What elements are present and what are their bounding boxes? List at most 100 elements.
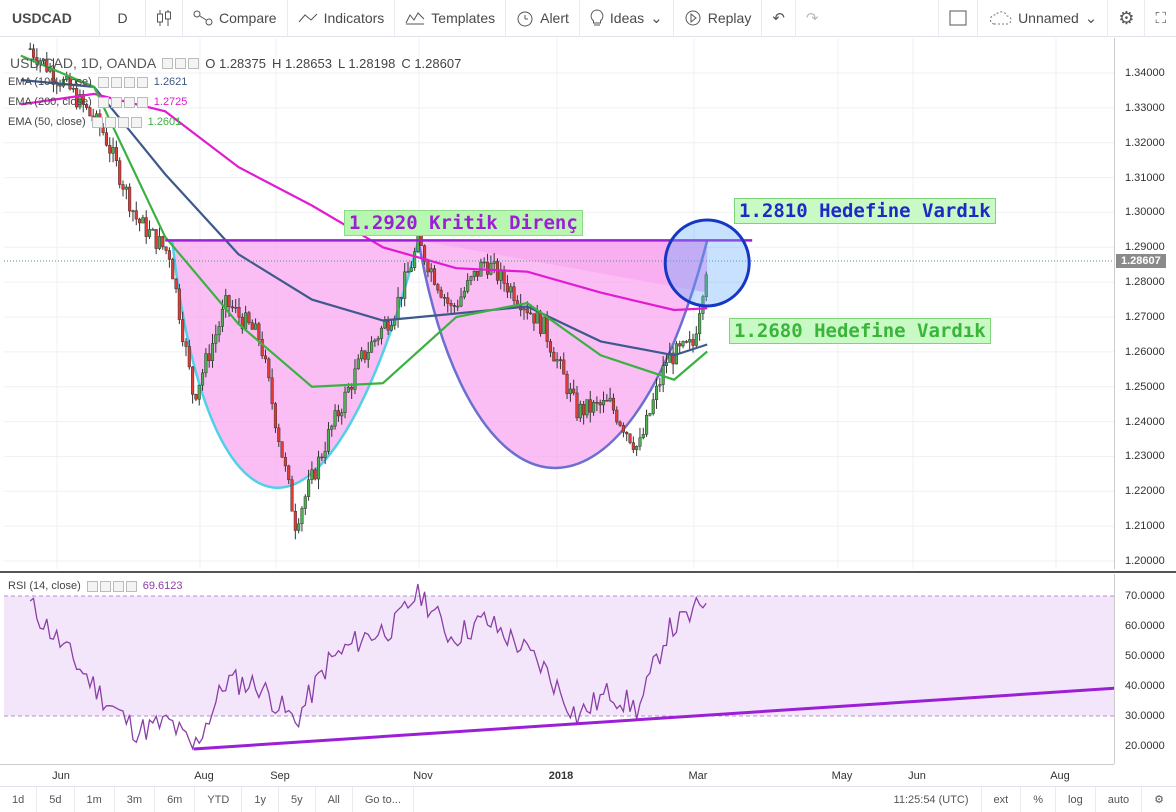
expand-icon: ⛶ (1155, 9, 1166, 27)
resistance-callout[interactable]: 1.2920 Kritik Direnç (344, 210, 583, 236)
goto-button[interactable]: Go to... (353, 786, 414, 812)
redo-button[interactable]: ↷ (796, 0, 829, 37)
target1-callout[interactable]: 1.2810 Hedefine Vardık (734, 198, 996, 224)
range-button[interactable]: 6m (155, 786, 196, 812)
rsi-axis[interactable]: 70.0000 60.0000 50.0000 40.0000 30.0000 20.00… (1114, 574, 1176, 764)
compare-icon (193, 10, 213, 26)
candle-body (595, 401, 599, 404)
candle-body (452, 305, 456, 307)
candle-body (611, 397, 616, 411)
legend-controls[interactable] (97, 96, 148, 108)
candle-body (316, 456, 321, 480)
candle-body (548, 341, 553, 353)
candle-body (78, 94, 82, 108)
candle-body (456, 305, 460, 308)
candle-body (257, 323, 261, 340)
legend-title: USD/CAD, 1D, OANDA (10, 55, 157, 71)
legend-controls[interactable] (91, 116, 142, 128)
time-tick-label: 2018 (548, 770, 574, 782)
percent-toggle[interactable]: % (1021, 786, 1057, 812)
candle-body (157, 236, 162, 249)
candle-body (108, 144, 112, 154)
candle-body (174, 278, 178, 290)
time-axis[interactable]: Jun Aug Sep Nov 2018 Mar May Jun Aug (0, 764, 1114, 786)
interval-button[interactable]: D (100, 0, 146, 37)
candle-body (200, 372, 205, 386)
rsi-pane[interactable]: RSI (14, close) 69.6123 (4, 574, 1114, 764)
candle-body (535, 311, 539, 324)
bottom-bar: 1d 5d 1m 3m 6m YTD 1y 5y All Go to... 11:25:54 (… (0, 786, 1176, 812)
symbol-search[interactable]: USDCAD (0, 0, 100, 37)
range-button[interactable]: 5y (279, 786, 316, 812)
chart-style-button[interactable] (146, 0, 183, 37)
target2-callout[interactable]: 1.2680 Hedefine Vardık (729, 318, 991, 344)
candle-body (631, 442, 635, 450)
ext-toggle[interactable]: ext (982, 786, 1022, 812)
price-axis[interactable]: 1.34000 1.33000 1.32000 1.31000 1.30000 1.290… (1114, 38, 1176, 569)
candle-body (210, 343, 215, 361)
candle-body (373, 339, 377, 343)
candle-body (485, 261, 490, 275)
price-tick-label: 1.33000 (1125, 101, 1165, 114)
range-button[interactable]: 1y (242, 786, 279, 812)
ema100-legend-label: EMA (100, close) (8, 76, 92, 88)
price-chart[interactable] (4, 38, 1114, 569)
range-button[interactable]: 5d (37, 786, 75, 812)
candle-body (575, 392, 579, 419)
rsi-tick-label: 30.0000 (1125, 710, 1165, 722)
range-button[interactable]: 1d (0, 786, 38, 812)
undo-button[interactable]: ↶ (762, 0, 796, 37)
compare-button[interactable]: Compare (183, 0, 288, 37)
layout-save-button[interactable]: Unnamed ⌄ (978, 0, 1109, 37)
candle-body (512, 286, 516, 301)
indicators-button[interactable]: Indicators (288, 0, 396, 37)
rsi-chart[interactable] (4, 574, 1114, 764)
candle-body (147, 229, 152, 237)
legend-controls[interactable] (86, 580, 137, 592)
candle-body (204, 353, 208, 374)
range-button[interactable]: 1m (75, 786, 115, 812)
range-button[interactable]: 3m (115, 786, 156, 812)
symbol-label: USDCAD (12, 10, 72, 26)
auto-toggle[interactable]: auto (1096, 786, 1143, 812)
candle-body (244, 312, 248, 330)
price-tick-label: 1.32000 (1125, 136, 1165, 149)
candle-body (164, 246, 168, 251)
candle-body (565, 373, 569, 395)
ideas-label: Ideas (609, 10, 645, 26)
templates-icon (405, 12, 425, 25)
symbol-legend: USD/CAD, 1D, OANDA O 1.28375 H 1.28653 L… (10, 55, 461, 71)
candle-body (389, 325, 393, 331)
candle-body (459, 296, 463, 307)
alert-button[interactable]: Alert (506, 0, 580, 37)
legend-controls[interactable] (162, 57, 200, 69)
replay-button[interactable]: Replay (674, 0, 763, 37)
rsi-tick-label: 50.0000 (1125, 650, 1165, 662)
price-tick-label: 1.25000 (1125, 380, 1165, 393)
range-button[interactable]: All (316, 786, 353, 812)
pane-divider[interactable] (0, 571, 1176, 573)
candle-body (134, 210, 138, 220)
more-button[interactable]: ⛶ (1145, 0, 1176, 37)
settings-icon[interactable]: ⚙ (1154, 793, 1164, 806)
bottom-right-group: 11:25:54 (UTC) ext % log auto ⚙ (882, 786, 1176, 812)
ideas-button[interactable]: Ideas ⌄ (580, 0, 674, 37)
price-tick-label: 1.27000 (1125, 311, 1165, 323)
candle-body (413, 251, 417, 268)
candle-body (684, 341, 688, 343)
candle-body (287, 465, 291, 481)
templates-button[interactable]: Templates (395, 0, 507, 37)
settings-button[interactable]: ⚙ (1108, 0, 1146, 37)
candle-body (658, 384, 662, 387)
log-toggle[interactable]: log (1056, 786, 1096, 812)
range-button[interactable]: YTD (195, 786, 243, 812)
candle-body (492, 261, 496, 264)
price-pane[interactable]: USD/CAD, 1D, OANDA O 1.28375 H 1.28653 L… (4, 38, 1114, 569)
fullscreen-button[interactable] (938, 0, 979, 37)
legend-controls[interactable] (97, 76, 148, 88)
candle-body (313, 469, 317, 480)
candle-body (303, 496, 307, 509)
candle-body (71, 88, 75, 90)
candle-body (250, 322, 254, 330)
candle-body (307, 479, 311, 497)
